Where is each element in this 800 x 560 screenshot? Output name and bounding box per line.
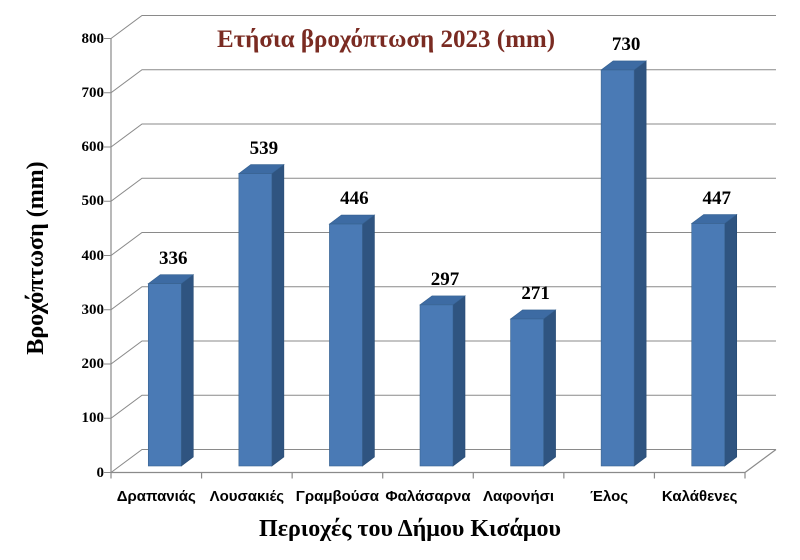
value-label-4: 271 (521, 282, 550, 304)
value-label-5: 730 (611, 33, 641, 55)
gridline-400 (103, 232, 776, 257)
ytick-label-200: 200 (81, 356, 105, 372)
gridline-600 (103, 123, 776, 148)
value-label-6: 447 (702, 187, 731, 209)
bar-4-side (543, 309, 556, 467)
bar-6-front (691, 223, 726, 467)
value-label-2: 446 (340, 188, 369, 210)
gridline-300 (103, 286, 776, 311)
chart-title: Ετήσια βροχόπτωση 2023 (mm) (216, 26, 556, 53)
bar-6-side (724, 213, 738, 467)
ytick-label-600: 600 (81, 139, 105, 155)
value-label-3: 297 (430, 268, 460, 290)
gridline-800 (103, 15, 776, 40)
value-label-0: 336 (159, 247, 188, 269)
category-label-6: Καλάθενες (661, 488, 738, 505)
bar-2-front (329, 223, 363, 467)
bar-3-front (419, 304, 454, 467)
bar-1-side (271, 163, 285, 467)
x-axis-title: Περιοχές του Δήμου Κισάμου (259, 516, 561, 542)
ytick-label-500: 500 (81, 193, 105, 210)
bar-0-front (147, 283, 182, 467)
ytick-label-700: 700 (81, 84, 105, 101)
bar-5-front (600, 69, 635, 467)
ytick-label-300: 300 (81, 301, 105, 318)
category-label-2: Γραμβούσα (295, 488, 380, 505)
ytick-label-0: 0 (96, 464, 105, 481)
bar-2-side (362, 214, 375, 467)
bar-0-side (180, 274, 194, 467)
gridline-700 (103, 69, 776, 94)
ytick-label-400: 400 (81, 247, 105, 264)
category-label-5: Έλος (590, 488, 629, 505)
value-label-1: 539 (249, 137, 279, 159)
ytick-label-800: 800 (81, 30, 105, 47)
gridline-500 (103, 177, 776, 202)
bar-1-front (238, 173, 273, 467)
floor-right-edge (744, 449, 777, 473)
bar-4-front (510, 318, 544, 467)
category-label-1: Λουσακιές (209, 488, 285, 505)
bar-5-side (633, 60, 647, 467)
category-label-3: Φαλάσαρνα (385, 488, 471, 505)
ytick-label-100: 100 (81, 410, 105, 427)
category-label-4: Λαφονήσι (483, 488, 555, 505)
bar-3-side (452, 295, 466, 467)
category-label-0: Δραπανιάς (116, 488, 196, 505)
